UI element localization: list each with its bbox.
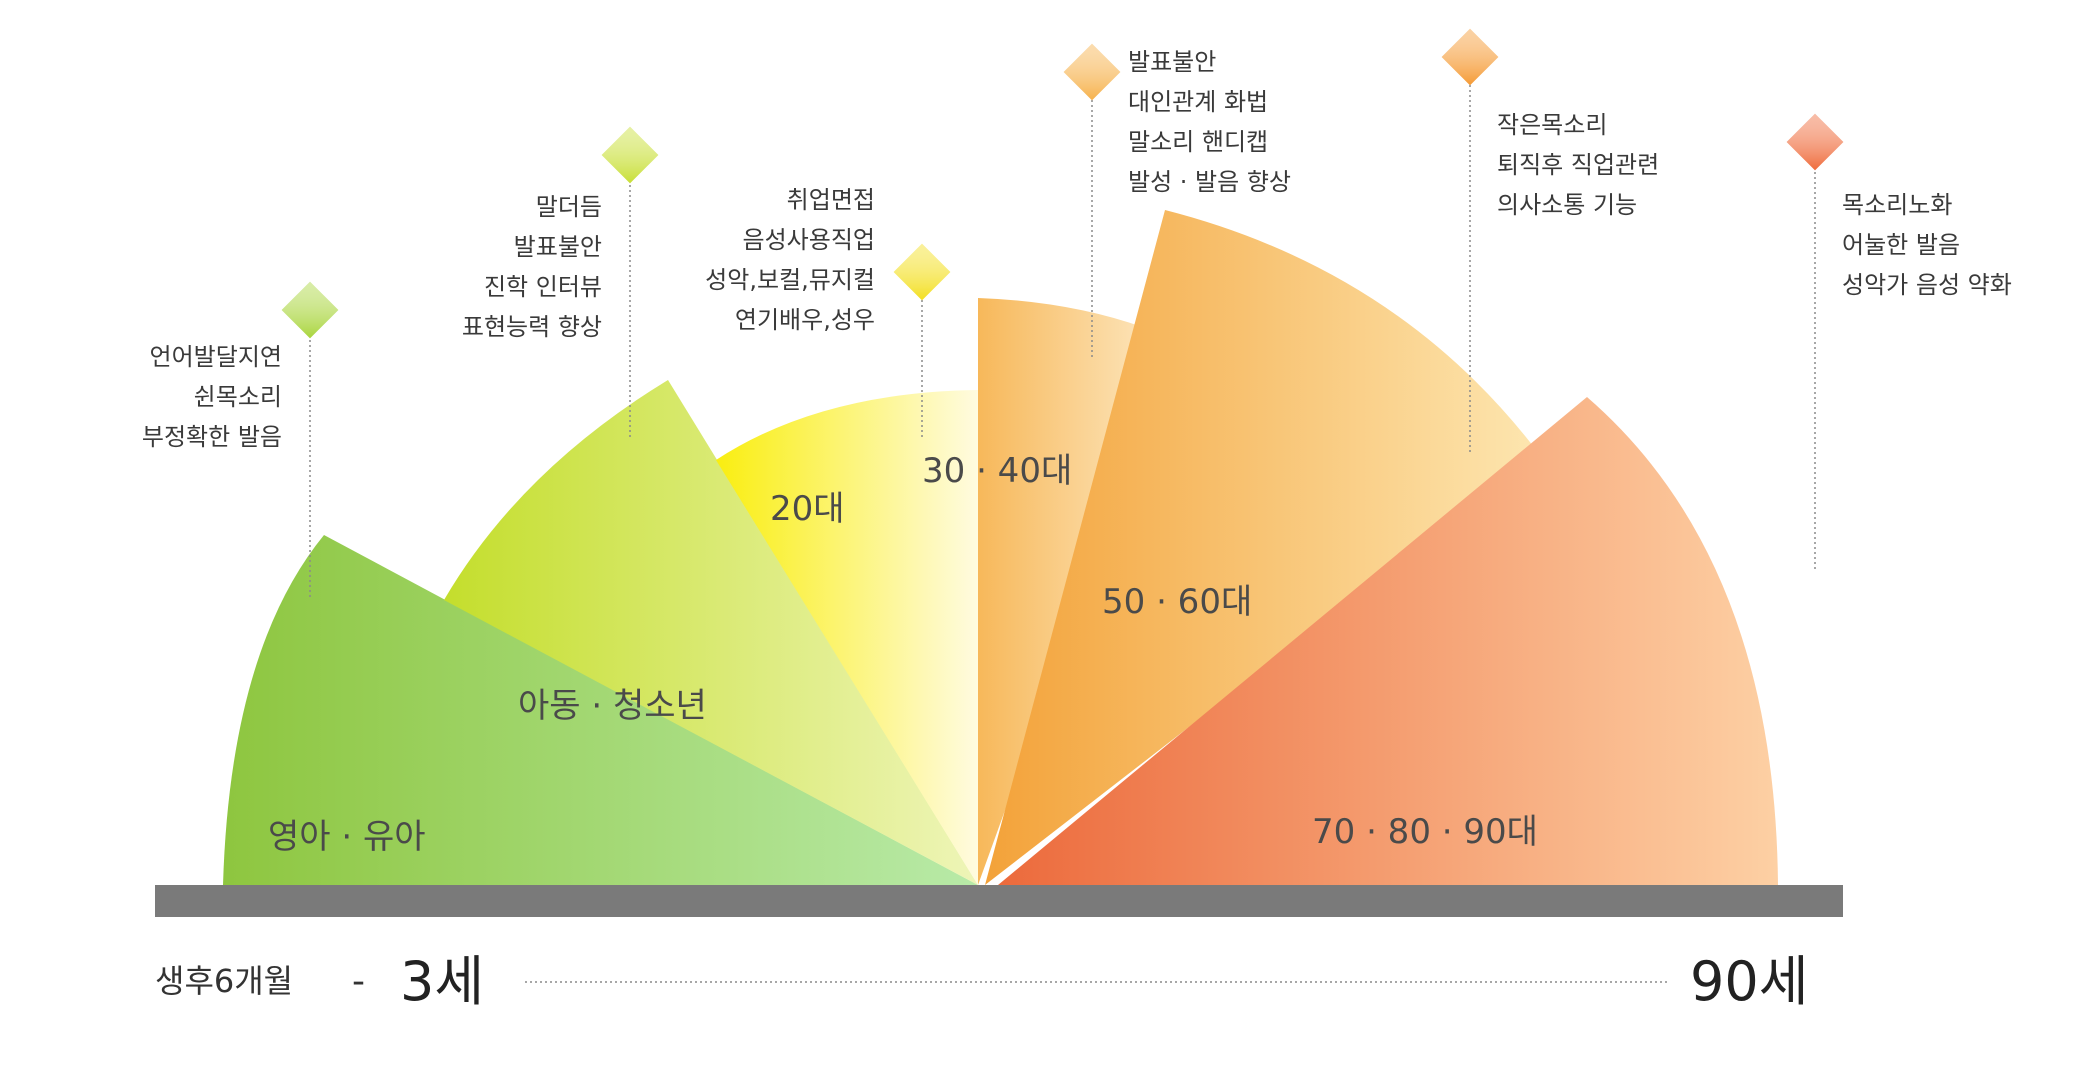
issue-item: 의사소통 기능 bbox=[1497, 191, 1637, 219]
segment-seventies-plus bbox=[998, 397, 1778, 885]
issue-list-thirties-forties: 발표불안 대인관계 화법 말소리 핸디캡 발성 · 발음 향상 bbox=[1128, 48, 1291, 196]
issue-list-youth: 말더듬 발표불안 진학 인터뷰 표현능력 향상 bbox=[462, 193, 602, 341]
segment-youth bbox=[444, 380, 978, 885]
base-bar bbox=[155, 885, 1843, 917]
issue-list-twenties: 취업면접 음성사용직업 성악,보컬,뮤지컬 연기배우,성우 bbox=[705, 186, 875, 334]
issue-item: 발성 · 발음 향상 bbox=[1128, 168, 1291, 196]
issue-list-infant: 언어발달지연 쉰목소리 부정확한 발음 bbox=[142, 343, 282, 451]
issue-item: 쉰목소리 bbox=[194, 383, 282, 411]
timeline-end-age: 90세 bbox=[1690, 950, 1808, 1013]
segment-label-youth: 아동 · 청소년 bbox=[518, 686, 707, 726]
issue-item: 취업면접 bbox=[787, 186, 875, 214]
issue-item: 대인관계 화법 bbox=[1128, 88, 1268, 116]
issue-item: 진학 인터뷰 bbox=[484, 273, 602, 301]
timeline-start-age: 3세 bbox=[400, 950, 484, 1013]
diamond-marker-icon bbox=[1063, 43, 1121, 101]
fan-segments bbox=[223, 210, 1778, 885]
diamond-marker-icon bbox=[281, 281, 339, 339]
issue-item: 발표불안 bbox=[514, 233, 602, 261]
issue-item: 말소리 핸디캡 bbox=[1128, 128, 1268, 156]
diamond-marker-icon bbox=[1786, 113, 1844, 171]
issue-item: 작은목소리 bbox=[1497, 111, 1607, 139]
issue-item: 어눌한 발음 bbox=[1842, 231, 1960, 259]
callout-lines bbox=[309, 85, 1816, 600]
issue-list-seventies-plus: 목소리노화 어눌한 발음 성악가 음성 약화 bbox=[1842, 191, 2012, 299]
issue-item: 성악가 음성 약화 bbox=[1842, 271, 2012, 299]
segment-label-fifties-sixties: 50 · 60대 bbox=[1102, 582, 1252, 622]
issue-item: 연기배우,성우 bbox=[735, 306, 875, 334]
diamond-marker-icon bbox=[1441, 28, 1499, 86]
diamond-marker-icon bbox=[893, 243, 951, 301]
diamond-marker-icon bbox=[601, 126, 659, 184]
timeline-start-small: 생후6개월 bbox=[155, 962, 293, 1000]
issue-item: 퇴직후 직업관련 bbox=[1497, 151, 1659, 179]
issue-item: 표현능력 향상 bbox=[462, 313, 602, 341]
segment-twenties bbox=[716, 390, 978, 885]
issue-item: 언어발달지연 bbox=[150, 343, 282, 371]
segment-label-infant: 영아 · 유아 bbox=[268, 817, 426, 857]
issue-item: 목소리노화 bbox=[1842, 191, 1952, 219]
issue-list-fifties-sixties: 작은목소리 퇴직후 직업관련 의사소통 기능 bbox=[1497, 111, 1659, 219]
issue-item: 음성사용직업 bbox=[743, 226, 875, 254]
segment-label-twenties: 20대 bbox=[770, 489, 845, 529]
issue-item: 말더듬 bbox=[536, 193, 602, 221]
timeline-dash: - bbox=[352, 961, 365, 1002]
issue-item: 성악,보컬,뮤지컬 bbox=[705, 266, 875, 294]
issue-item: 부정확한 발음 bbox=[142, 423, 282, 451]
segment-labels: 영아 · 유아 아동 · 청소년 20대 30 · 40대 50 · 60대 7… bbox=[268, 451, 1538, 857]
segment-label-seventies-plus: 70 · 80 · 90대 bbox=[1312, 812, 1538, 852]
issue-item: 발표불안 bbox=[1128, 48, 1216, 76]
segment-infant bbox=[223, 535, 978, 885]
segment-label-thirties-forties: 30 · 40대 bbox=[922, 451, 1072, 491]
age-timeline: 생후6개월 - 3세 90세 bbox=[155, 950, 1808, 1013]
segment-fifties-sixties bbox=[985, 210, 1540, 885]
